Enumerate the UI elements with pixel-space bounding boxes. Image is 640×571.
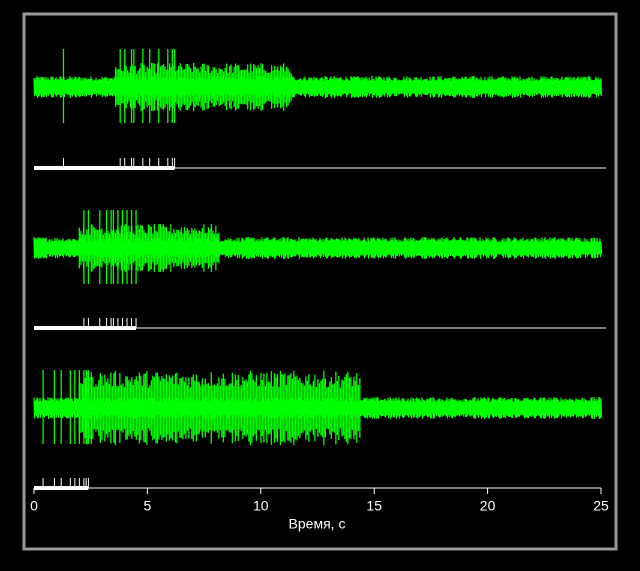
x-tick-label: 10	[253, 498, 269, 514]
x-tick-label: 20	[480, 498, 496, 514]
x-axis-label: Время, с	[289, 516, 346, 532]
x-tick-label: 0	[30, 498, 38, 514]
frame	[22, 12, 618, 551]
x-tick-label: 25	[593, 498, 609, 514]
x-tick-label: 5	[144, 498, 152, 514]
raster-bar	[34, 166, 175, 170]
x-tick-label: 15	[366, 498, 382, 514]
burst	[78, 223, 220, 273]
raster-bar	[34, 326, 137, 330]
